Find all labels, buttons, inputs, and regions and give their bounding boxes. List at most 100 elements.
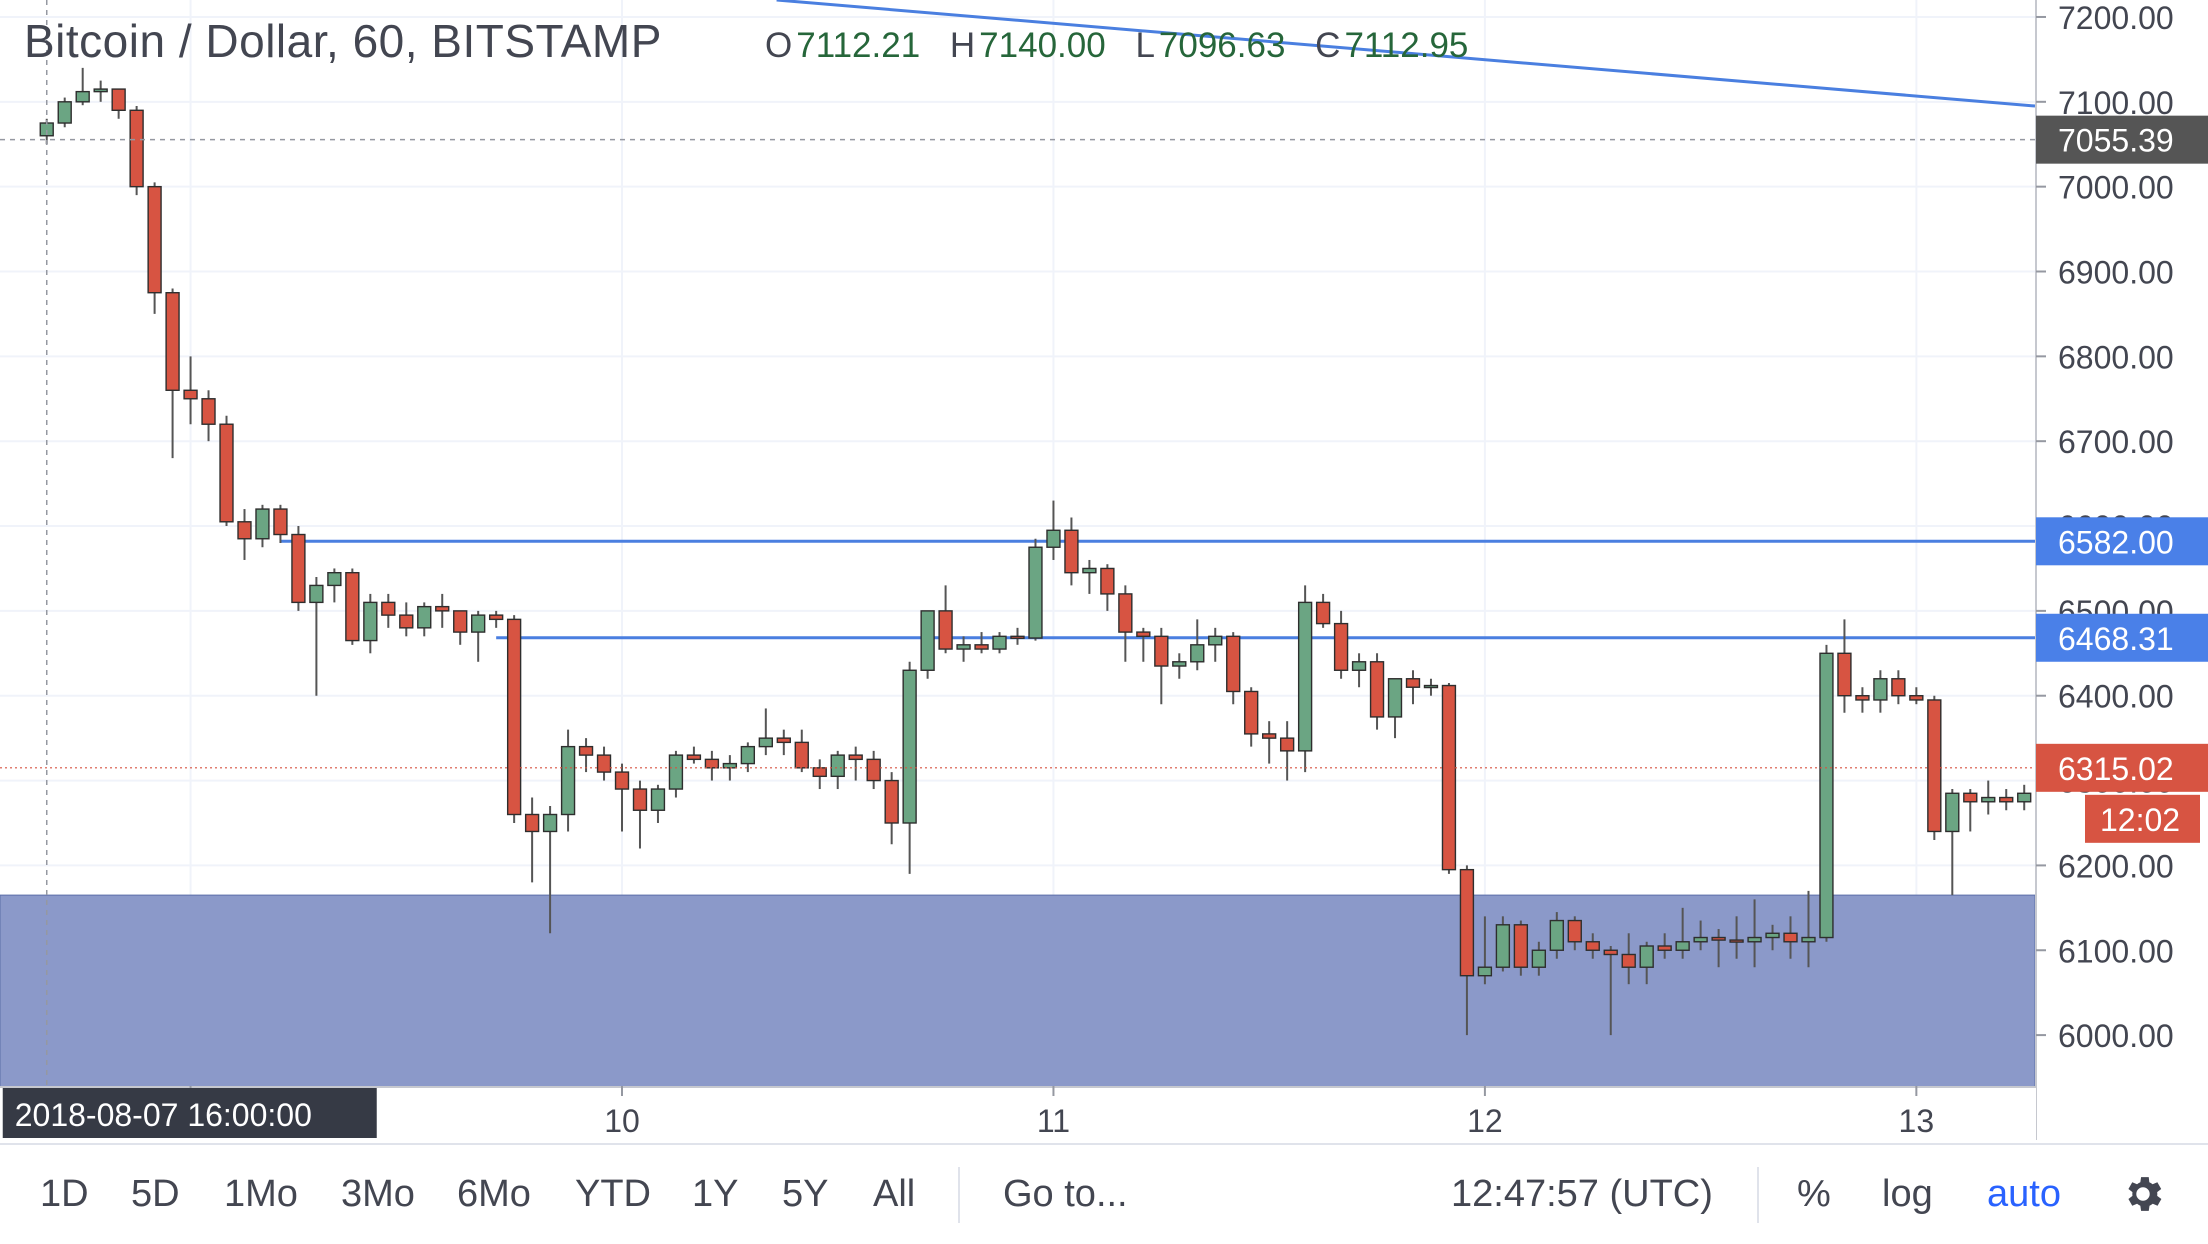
candle-body (794, 741, 809, 769)
candle-body (1765, 932, 1780, 939)
candle (1873, 670, 1888, 713)
countdown-label-box (2085, 794, 2200, 843)
candle (1315, 593, 1331, 628)
candle (1136, 627, 1151, 662)
candle-body (1603, 949, 1618, 956)
candle-body (1567, 919, 1582, 943)
candle-body (1621, 953, 1636, 968)
candle (1711, 929, 1726, 968)
candle (1405, 670, 1421, 705)
ohlc-legend: O 7112.21 H 7140.00 L 7096.63 C 7112.95 (765, 26, 1488, 66)
candle (1028, 538, 1043, 641)
candle-body (1208, 635, 1223, 646)
candle (399, 602, 414, 637)
candle (668, 750, 684, 798)
candle-body (920, 610, 935, 671)
candle (1855, 687, 1870, 713)
candle (291, 526, 306, 611)
range-1mo-button[interactable]: 1Mo (224, 1173, 298, 1215)
range-all-button[interactable]: All (873, 1173, 916, 1215)
crosshair-price-label-box (2036, 115, 2208, 164)
candle (956, 636, 971, 662)
candle (524, 797, 540, 883)
candle (1729, 916, 1744, 959)
candle (704, 750, 720, 781)
candle-body (291, 533, 306, 604)
gear-icon[interactable] (2120, 1171, 2166, 1217)
candle (830, 750, 845, 790)
range-6mo-button[interactable]: 6Mo (457, 1173, 531, 1215)
candle-body (2017, 792, 2032, 803)
candle-body (1513, 924, 1529, 968)
candle-body (1315, 601, 1331, 625)
candle (1244, 687, 1259, 747)
candle (111, 88, 126, 119)
time-axis[interactable]: 9101112132018-08-07 16:00:00 (0, 1086, 2036, 1140)
candle (686, 746, 702, 764)
range-5y-button[interactable]: 5Y (782, 1173, 829, 1215)
candle (1064, 517, 1079, 586)
candle (165, 288, 180, 459)
candle-body (524, 813, 540, 833)
candle-body (1082, 567, 1097, 574)
candle (219, 415, 234, 527)
horizontal-levels[interactable] (280, 539, 2035, 640)
candle (560, 729, 576, 832)
price-tick-label: 6700.00 (2058, 424, 2174, 460)
range-ytd-button[interactable]: YTD (575, 1173, 651, 1215)
candle (596, 746, 612, 781)
price-axis[interactable]: 6000.006100.006200.006300.006400.006500.… (2035, 0, 2208, 1140)
candle-body (183, 389, 198, 400)
candle (453, 610, 468, 645)
candle-body (1729, 939, 1744, 943)
time-tick-label: 10 (604, 1103, 640, 1139)
candle-body (1711, 936, 1726, 941)
candle-body (974, 644, 989, 650)
candle-body (219, 423, 234, 523)
trend-line[interactable] (776, 0, 2036, 108)
candle-body (75, 90, 90, 103)
candle-body (1909, 695, 1924, 701)
candle (1387, 678, 1403, 739)
candle-body (830, 754, 845, 778)
candle (1333, 610, 1349, 679)
candle (345, 568, 360, 645)
candle-body (650, 788, 666, 811)
percent-scale-button[interactable]: % (1797, 1173, 1831, 1215)
candle-body (1477, 966, 1493, 977)
candle-body (345, 571, 360, 642)
range-1d-button[interactable]: 1D (40, 1173, 89, 1215)
symbol-title[interactable]: Bitcoin / Dollar, 60, BITSTAMP (24, 15, 662, 67)
candle (471, 610, 486, 662)
range-3mo-button[interactable]: 3Mo (341, 1173, 415, 1215)
candle-body (1333, 622, 1349, 671)
candle-body (1639, 945, 1654, 968)
candle-body (758, 737, 773, 748)
candle (435, 593, 450, 628)
price-tick-label: 7100.00 (2058, 85, 2174, 121)
price-axis-labels: 7055.39 6582.00 6468.31 6315.02 12:02 (2036, 115, 2208, 843)
support-zone[interactable] (0, 894, 2036, 1091)
candle-body (255, 508, 270, 540)
candle-body (309, 584, 324, 604)
log-scale-button[interactable]: log (1882, 1173, 1933, 1215)
crosshair-price-label: 7055.39 (2058, 123, 2174, 159)
price-tick-label: 7200.00 (2058, 0, 2174, 36)
level-lower-price-label: 6468.31 (2058, 621, 2174, 657)
candle-body (560, 745, 576, 816)
go-to-button[interactable]: Go to... (1003, 1173, 1128, 1215)
candle (722, 755, 738, 781)
range-1y-button[interactable]: 1Y (692, 1173, 739, 1215)
candle-body (363, 601, 378, 642)
candle-body (704, 758, 720, 769)
candle-body (471, 614, 486, 633)
candle (992, 632, 1007, 654)
auto-scale-button[interactable]: auto (1987, 1173, 2061, 1215)
utc-clock[interactable]: 12:47:57 (UTC) (1451, 1173, 1713, 1215)
range-5d-button[interactable]: 5D (131, 1173, 180, 1215)
price-tick-label: 6800.00 (2058, 339, 2174, 375)
candle (776, 729, 791, 756)
candle (75, 67, 90, 106)
candle (1819, 644, 1834, 942)
